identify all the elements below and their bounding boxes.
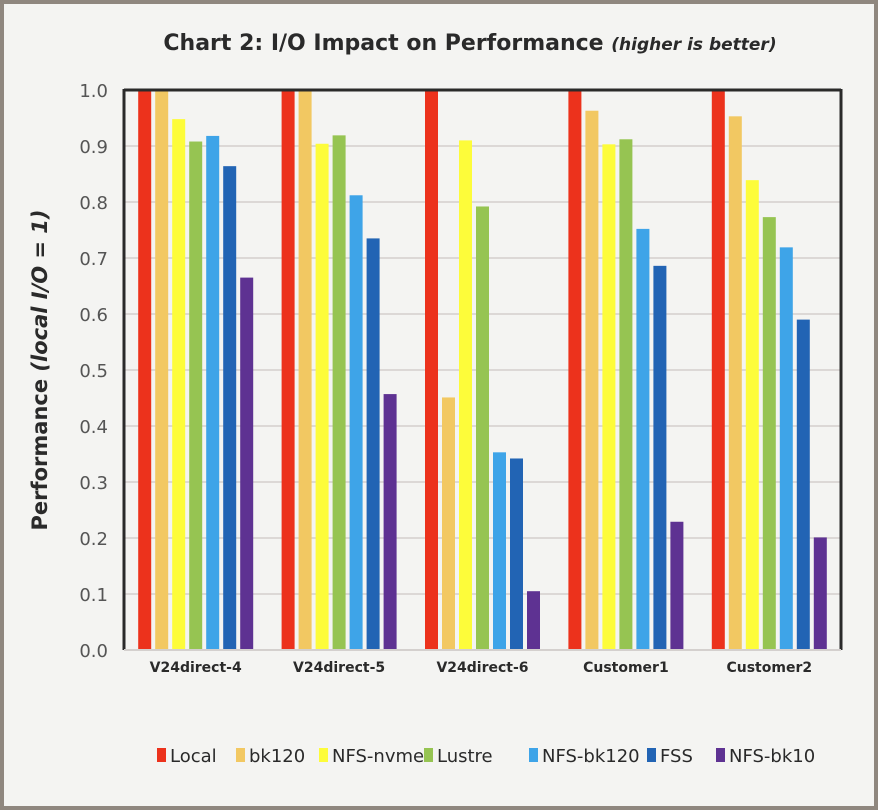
bar-fss-customer2 [796, 319, 810, 650]
bar-nfs-bk120-customer1 [636, 228, 650, 650]
legend-label: bk120 [249, 746, 305, 767]
x-tick-label: Customer2 [726, 660, 812, 676]
bar-bk120-v24direct-4 [155, 90, 169, 650]
bar-nfs-nvme-customer2 [745, 180, 759, 650]
y-tick-label: 1.0 [79, 81, 108, 102]
legend-swatch [424, 748, 433, 762]
y-tick-label: 0.4 [79, 417, 108, 438]
bar-nfs-bk10-v24direct-6 [527, 591, 540, 650]
bar-nfs-bk10-customer1 [670, 521, 684, 650]
bar-nfs-bk120-customer2 [779, 247, 793, 651]
legend-swatch [529, 748, 538, 762]
legend-item-nfs-bk120: NFS-bk120 [529, 746, 640, 767]
bar-local-v24direct-5 [281, 90, 295, 650]
legend-swatch [236, 748, 245, 762]
legend-swatch [157, 748, 166, 762]
legend-swatch [647, 748, 656, 762]
y-tick-label: 0.8 [79, 193, 108, 214]
x-tick-label: V24direct-6 [436, 660, 528, 676]
bar-bk120-customer1 [585, 110, 599, 651]
y-tick-label: 0.2 [79, 529, 108, 550]
bar-fss-customer1 [653, 265, 667, 650]
bar-lustre-v24direct-6 [476, 206, 489, 651]
bar-bk120-customer2 [728, 116, 742, 650]
legend-label: NFS-bk120 [542, 746, 640, 767]
legend-label: NFS-nvme [332, 746, 424, 767]
y-tick-label: 0.3 [79, 473, 108, 494]
legend-item-lustre: Lustre [424, 746, 493, 767]
bar-nfs-bk120-v24direct-5 [349, 195, 363, 650]
bar-local-v24direct-4 [138, 90, 152, 650]
y-tick-label: 0.5 [79, 361, 108, 382]
bar-nfs-bk10-v24direct-5 [383, 394, 397, 650]
legend-label: FSS [660, 746, 693, 767]
bar-fss-v24direct-4 [223, 166, 237, 650]
bar-fss-v24direct-6 [510, 458, 523, 650]
bar-local-v24direct-6 [425, 90, 438, 650]
bar-lustre-customer2 [762, 217, 776, 650]
bar-bk120-v24direct-6 [442, 397, 455, 650]
bar-nfs-bk120-v24direct-4 [206, 135, 220, 651]
bar-nfs-bk10-v24direct-4 [240, 277, 254, 650]
bar-local-customer2 [711, 90, 725, 650]
y-tick-label: 0.6 [79, 305, 108, 326]
legend-label: Local [170, 746, 217, 767]
x-tick-label: V24direct-5 [293, 660, 385, 676]
bar-lustre-v24direct-4 [189, 141, 203, 650]
legend-swatch [716, 748, 725, 762]
bar-local-customer1 [568, 90, 582, 650]
bar-lustre-v24direct-5 [332, 135, 346, 651]
bar-fss-v24direct-5 [366, 238, 380, 650]
y-tick-label: 0.0 [79, 641, 108, 662]
legend-item-nfs-nvme: NFS-nvme [319, 746, 424, 767]
chart-title: Chart 2: I/O Impact on Performance (high… [163, 31, 776, 56]
legend-item-nfs-bk10: NFS-bk10 [716, 746, 815, 767]
legend-swatch [319, 748, 328, 762]
y-tick-label: 0.7 [79, 249, 108, 270]
bar-nfs-nvme-v24direct-4 [172, 119, 186, 651]
bar-bk120-v24direct-5 [298, 90, 312, 650]
bar-nfs-bk120-v24direct-6 [493, 452, 506, 650]
x-tick-label: V24direct-4 [150, 660, 242, 676]
x-tick-label: Customer1 [583, 660, 669, 676]
legend-label: NFS-bk10 [729, 746, 815, 767]
bar-nfs-nvme-customer1 [602, 144, 616, 650]
legend-item-local: Local [157, 746, 217, 767]
bar-nfs-nvme-v24direct-5 [315, 143, 329, 650]
y-tick-label: 0.9 [79, 137, 108, 158]
legend-label: Lustre [437, 746, 493, 767]
legend-item-fss: FSS [647, 746, 693, 767]
bar-lustre-customer1 [619, 139, 633, 650]
bar-nfs-nvme-v24direct-6 [459, 140, 472, 650]
y-axis-label: Performance (local I/O = 1) [28, 209, 52, 530]
legend-item-bk120: bk120 [236, 746, 305, 767]
y-tick-label: 0.1 [79, 585, 108, 606]
bar-nfs-bk10-customer2 [813, 537, 827, 650]
